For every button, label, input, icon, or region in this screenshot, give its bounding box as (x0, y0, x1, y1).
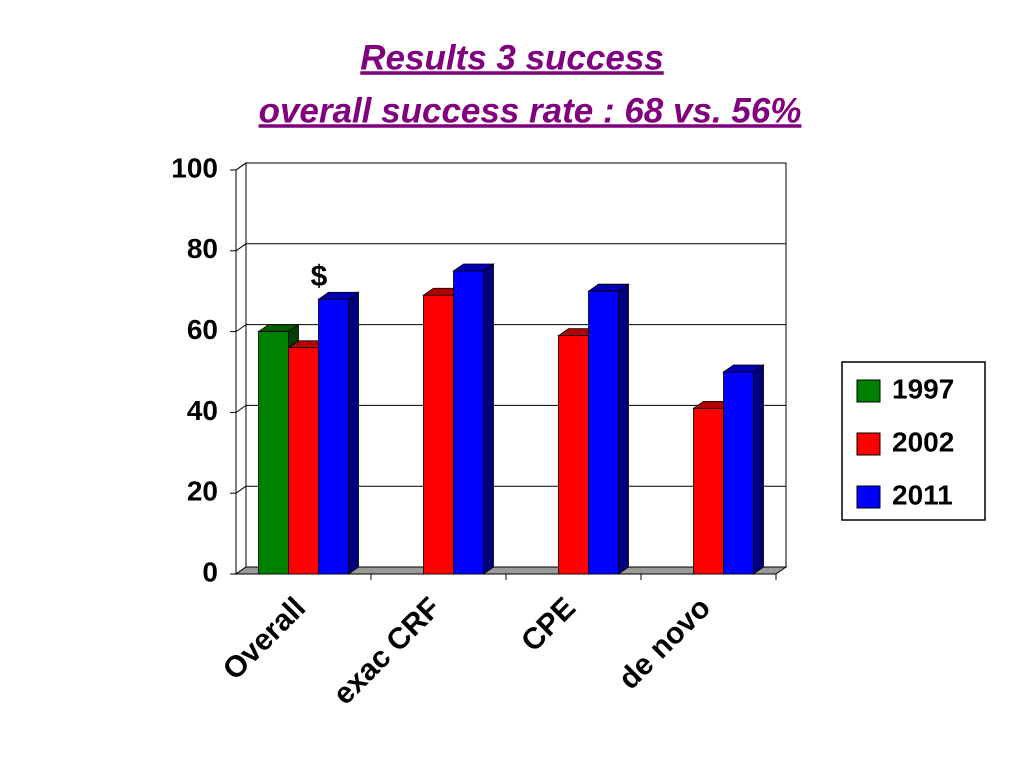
bar (317, 291, 360, 575)
left-wall (235, 162, 247, 575)
bar-top-shade (453, 264, 494, 271)
grid-line (235, 485, 247, 494)
y-tick-label: 60 (187, 314, 218, 345)
y-tick-label: 0 (202, 556, 218, 587)
grid-line (235, 162, 247, 171)
bar (587, 283, 630, 575)
y-tick-label: 40 (187, 395, 218, 426)
bar-front (723, 371, 754, 575)
bar-side-shade (348, 292, 359, 574)
chart-subtitle: overall success rate : 68 vs. 56% (259, 91, 802, 130)
bar (452, 263, 495, 575)
grid-line (235, 324, 247, 333)
annotation: $ (311, 260, 328, 293)
y-tick-label: 20 (187, 476, 218, 507)
bar-front (558, 335, 589, 575)
bar-front (423, 294, 454, 575)
bar-front (318, 298, 349, 575)
bar-side-shade (483, 264, 494, 574)
x-tick-label: de novo (612, 591, 717, 696)
bar-top-shade (258, 324, 299, 332)
grid-line (235, 243, 247, 252)
bar (722, 364, 765, 575)
grid-line (235, 404, 247, 413)
bar-front (258, 331, 289, 575)
bar-front (288, 347, 319, 575)
bar-front (588, 290, 619, 575)
legend-label: 1997 (892, 373, 954, 404)
chart-title: Results 3 success (360, 38, 664, 77)
bar-front (453, 270, 484, 575)
x-tick-label: exac CRF (327, 591, 447, 711)
bar-side-shade (753, 365, 764, 574)
bar-top-shade (318, 292, 359, 300)
x-tick-label: Overall (217, 591, 312, 686)
y-tick-label: 100 (171, 152, 218, 183)
bar-top-shade (723, 365, 764, 372)
x-tick-label: CPE (515, 591, 582, 658)
bar-front (693, 407, 724, 575)
legend-swatch (856, 485, 881, 509)
legend-label: 2002 (892, 426, 954, 457)
bar-top-shade (588, 284, 629, 292)
y-tick-label: 80 (187, 233, 218, 264)
bar-side-shade (618, 284, 629, 574)
legend-swatch (856, 379, 881, 403)
legend-swatch (856, 432, 881, 456)
legend-label: 2011 (892, 479, 953, 510)
